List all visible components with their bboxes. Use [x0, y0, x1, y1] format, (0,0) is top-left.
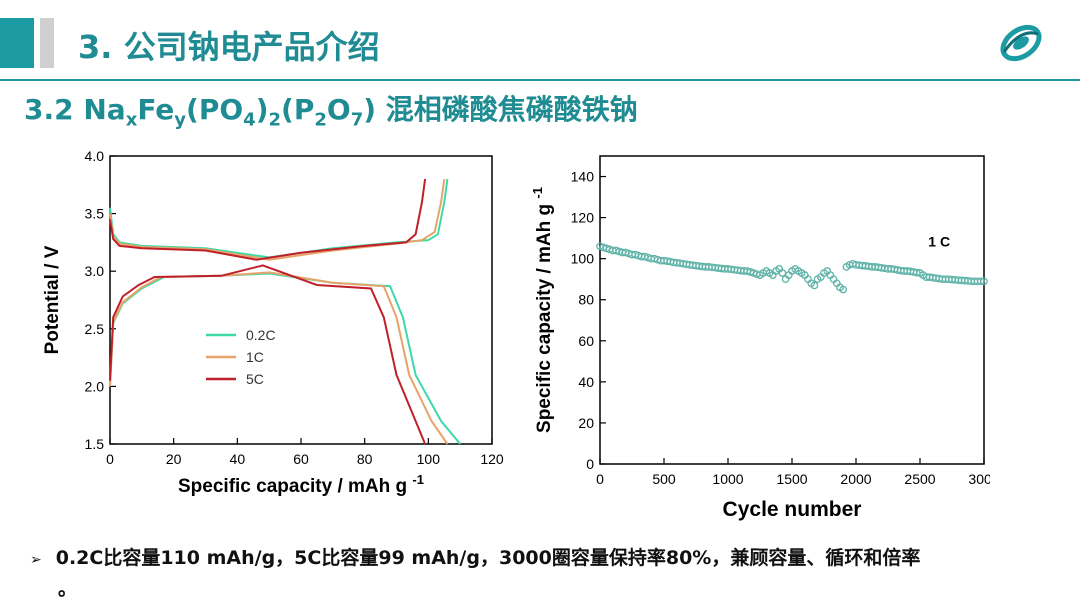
y-tick-label: 3.0 — [85, 263, 105, 279]
series-line-5C-discharge — [109, 264, 427, 445]
x-tick-label: 20 — [166, 451, 182, 467]
x-axis-label: Specific capacity / mAh g -1 — [178, 472, 424, 497]
data-point — [839, 285, 848, 294]
x-tick-label: 2000 — [840, 471, 871, 487]
series-line-1C-discharge — [109, 271, 449, 445]
header-accent-bar — [0, 18, 34, 68]
y-tick-label: 140 — [571, 169, 595, 185]
series-line-0.2C-charge — [109, 178, 449, 259]
arrow-bullet-icon: ➢ — [30, 552, 42, 568]
slide-title: 3. 公司钠电产品介绍 — [78, 28, 380, 66]
x-tick-label: 120 — [480, 451, 504, 467]
x-tick-label: 1000 — [712, 471, 743, 487]
legend-label: 0.2C — [246, 327, 276, 343]
plot-frame — [109, 155, 493, 445]
x-tick-label: 40 — [230, 451, 246, 467]
series-line-5C-charge — [109, 178, 427, 261]
y-tick-label: 1.5 — [85, 436, 105, 452]
header-accent-bar-light — [40, 18, 54, 68]
data-point — [976, 277, 985, 286]
company-logo-icon — [1000, 24, 1042, 62]
header-rule — [0, 79, 1080, 81]
series-line-0.2C-discharge — [109, 272, 461, 445]
x-axis-label-sup: -1 — [412, 472, 424, 487]
y-tick-label: 0 — [586, 456, 594, 472]
y-tick-label: 3.5 — [85, 206, 105, 222]
y-tick-label: 2.0 — [85, 378, 105, 394]
x-tick-label: 0 — [106, 451, 114, 467]
x-tick-label: 100 — [417, 451, 441, 467]
summary-tail: 。 — [58, 578, 78, 600]
x-tick-label: 1500 — [776, 471, 807, 487]
data-point — [980, 277, 988, 286]
y-tick-label: 40 — [578, 374, 594, 390]
y-tick-label: 120 — [571, 210, 595, 226]
cycling-chart: 0 500 1000 1500 2000 2500 3000 0 20 40 60 80 100 120 1… — [530, 155, 990, 521]
x-tick-label: 3000 — [968, 471, 990, 487]
x-tick-label: 2500 — [904, 471, 935, 487]
y-axis-label-sup: -1 — [530, 187, 545, 199]
plot-frame — [599, 155, 985, 465]
section-subtitle: 3.2 NaxFey(PO4)2(P2O7) 混相磷酸焦磷酸铁钠 — [24, 93, 638, 131]
data-point — [912, 268, 921, 277]
y-tick-label: 80 — [578, 292, 594, 308]
x-tick-label: 80 — [357, 451, 373, 467]
y-tick-label: 100 — [571, 251, 595, 267]
series-line-1C-charge — [109, 178, 446, 261]
x-tick-label: 500 — [652, 471, 676, 487]
y-tick-label: 60 — [578, 333, 594, 349]
charge-discharge-chart: 0 20 40 60 80 100 120 1.5 2.0 2.5 3.0 3.5 4.0 Specifi… — [42, 148, 504, 497]
y-axis-label: Potential / V — [42, 245, 63, 354]
x-axis-label: Cycle number — [723, 498, 862, 521]
x-tick-label: 0 — [596, 471, 604, 487]
y-tick-label: 2.5 — [85, 321, 105, 337]
data-point — [810, 281, 819, 290]
chart-annotation: 1 C — [928, 233, 950, 249]
summary-bullet: ➢ 0.2C比容量110 mAh/g，5C比容量99 mAh/g，3000圈容量保… — [30, 543, 920, 570]
legend-label: 5C — [246, 371, 264, 387]
y-tick-label: 20 — [578, 415, 594, 431]
slide-header: 3. 公司钠电产品介绍 — [0, 0, 1080, 84]
y-tick-label: 4.0 — [85, 148, 105, 164]
y-axis-label: Specific capacity / mAh g -1 — [530, 187, 555, 433]
summary-text: 0.2C比容量110 mAh/g，5C比容量99 mAh/g，3000圈容量保持… — [55, 547, 921, 569]
legend-label: 1C — [246, 349, 264, 365]
x-tick-label: 60 — [293, 451, 309, 467]
